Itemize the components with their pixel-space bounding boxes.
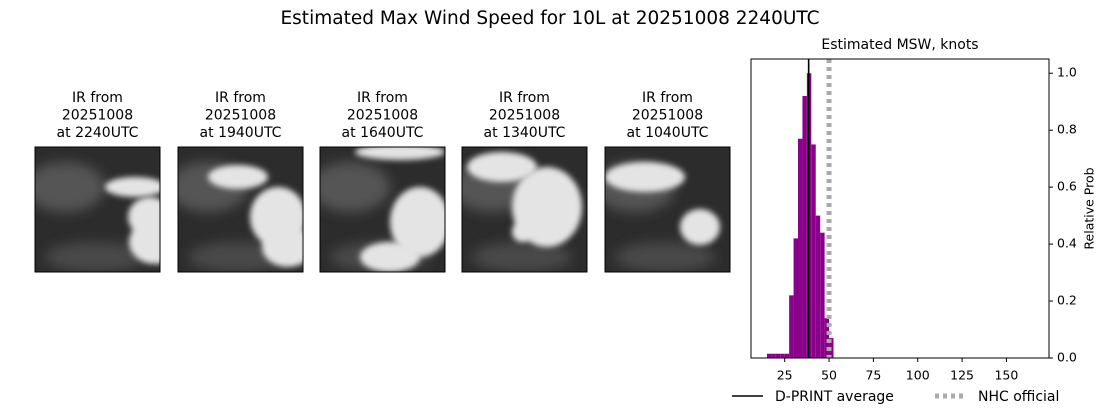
x-tick-label: 125 [950, 368, 974, 383]
bar [784, 353, 790, 358]
bar [798, 138, 803, 358]
bar [789, 295, 794, 358]
ir-frame [319, 146, 446, 273]
bar [771, 353, 776, 358]
ir-image [178, 147, 303, 272]
ir-frame [177, 146, 304, 273]
panel-title: 20251008 [632, 108, 703, 124]
panel-title: 20251008 [205, 108, 276, 124]
y-tick-label: 0.8 [1057, 122, 1077, 137]
ir-frame [461, 146, 588, 273]
panel-title: IR from [499, 90, 550, 106]
y-tick-label: 0.6 [1057, 179, 1077, 194]
bar [811, 144, 816, 358]
y-tick-label: 0.4 [1057, 236, 1077, 251]
x-tick-label: 100 [906, 368, 930, 383]
legend-label: D-PRINT average [775, 389, 894, 405]
panel-title: 20251008 [62, 108, 133, 124]
panel-title: at 2240UTC [57, 125, 139, 141]
panel-title: at 1340UTC [484, 125, 566, 141]
panel-title: at 1940UTC [200, 125, 282, 141]
panel-title: IR from [72, 90, 123, 106]
bar [820, 232, 825, 358]
x-tick-label: 150 [994, 368, 1018, 383]
y-tick-label: 1.0 [1057, 65, 1077, 80]
plot-frame [750, 58, 1050, 359]
panel-title: IR from [215, 90, 266, 106]
y-tick-label: 0.2 [1057, 293, 1077, 308]
x-tick-label: 75 [865, 368, 881, 383]
bar [815, 215, 821, 358]
ir-image [462, 147, 587, 272]
figure-title: Estimated Max Wind Speed for 10L at 2025… [280, 8, 819, 29]
axis-title: Estimated MSW, knots [821, 37, 978, 53]
panel-title: IR from [357, 90, 408, 106]
ir-frame [34, 146, 161, 273]
bar [766, 353, 772, 358]
panel-title: at 1640UTC [342, 125, 424, 141]
panel-title: 20251008 [347, 108, 418, 124]
panel-title: at 1040UTC [627, 125, 709, 141]
ir-image [605, 147, 730, 272]
ir-image [35, 147, 160, 272]
panel-title: 20251008 [489, 108, 560, 124]
y-axis-label: Relative Prob [1082, 167, 1097, 249]
ir-frame [604, 146, 731, 273]
bar [780, 353, 785, 358]
bar [775, 353, 781, 358]
bar [793, 238, 799, 358]
y-tick-label: 0.0 [1057, 350, 1077, 365]
x-tick-label: 50 [821, 368, 837, 383]
bar [802, 96, 807, 359]
bar [824, 318, 830, 358]
ir-image [320, 147, 445, 272]
panel-title: IR from [642, 90, 693, 106]
legend-label: NHC official [978, 389, 1059, 405]
x-tick-label: 25 [777, 368, 793, 383]
